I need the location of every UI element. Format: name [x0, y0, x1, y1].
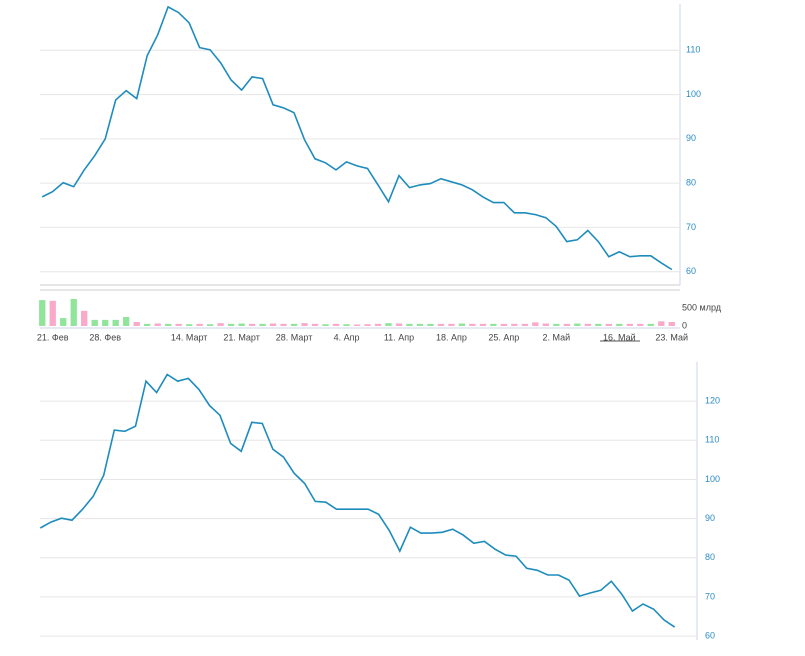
volume-bar	[458, 323, 466, 326]
y-tick-label: 500 млрд	[682, 302, 722, 312]
volume-bar	[301, 323, 308, 326]
volume-bar	[511, 323, 518, 326]
volume-bar	[49, 300, 56, 326]
volume-bar	[469, 323, 476, 326]
volume-bar	[39, 300, 46, 326]
volume-bar	[175, 323, 182, 326]
volume-bar	[322, 324, 329, 326]
volume-bar	[311, 323, 319, 326]
y-tick-label: 100	[686, 89, 701, 99]
volume-bar	[500, 323, 508, 326]
volume-bar	[248, 323, 256, 326]
x-tick-label: 11. Апр	[384, 332, 414, 342]
volume-bar	[280, 323, 287, 326]
volume-bar	[437, 323, 445, 326]
x-tick-label: 25. Апр	[488, 332, 519, 342]
y-tick-label: 110	[686, 45, 700, 55]
volume-bar	[521, 323, 529, 326]
volume-bar	[637, 323, 644, 326]
x-tick-label: 16. Май	[603, 332, 636, 342]
volume-bar	[574, 323, 581, 326]
volume-bar	[196, 323, 203, 326]
volume-bar	[332, 323, 340, 326]
volume-bar	[647, 323, 654, 326]
volume-bar	[385, 323, 392, 326]
volume-bar	[605, 323, 612, 326]
volume-bar	[374, 323, 382, 326]
volume-bar	[553, 323, 560, 326]
volume-bar	[490, 323, 497, 326]
volume-bar	[427, 323, 434, 326]
y-tick-label: 90	[705, 513, 715, 523]
volume-bar	[217, 323, 224, 326]
y-tick-label: 60	[686, 266, 696, 276]
price-line	[41, 5, 673, 271]
volume-bar	[144, 323, 151, 326]
volume-bar	[123, 317, 130, 326]
x-tick-label: 28. Март	[276, 332, 313, 342]
x-tick-label: 4. Апр	[334, 332, 360, 342]
volume-bar	[479, 323, 487, 326]
volume-bar	[532, 322, 539, 326]
y-tick-label: 100	[705, 474, 720, 484]
volume-bar	[259, 323, 266, 326]
y-tick-label: 120	[705, 396, 720, 406]
x-tick-label: 21. Фев	[37, 332, 69, 342]
volume-bar	[154, 323, 161, 326]
volume-bar	[353, 324, 361, 326]
volume-bar	[102, 319, 109, 326]
volume-bar	[364, 324, 371, 326]
volume-bar	[81, 310, 88, 326]
y-tick-label: 60	[705, 630, 715, 640]
volume-bar	[238, 323, 245, 326]
x-tick-label: 23. Май	[655, 332, 688, 342]
volume-bar	[416, 323, 424, 326]
volume-bar	[133, 322, 140, 326]
x-tick-label: 18. Апр	[436, 332, 467, 342]
volume-bar	[595, 323, 602, 326]
volume-bar	[658, 321, 665, 326]
volume-bar	[290, 323, 298, 326]
volume-bar	[112, 319, 119, 326]
volume-bar	[406, 323, 413, 326]
y-tick-label: 70	[705, 591, 715, 601]
volume-bar	[206, 324, 214, 326]
volume-bar	[269, 323, 277, 326]
x-tick-label: 21. Март	[223, 332, 260, 342]
x-tick-label: 2. Май	[543, 332, 571, 342]
volume-bar	[395, 323, 403, 326]
volume-bar	[70, 299, 77, 326]
volume-bar	[584, 323, 591, 326]
volume-bar	[91, 319, 98, 326]
x-tick-label: 14. Март	[171, 332, 208, 342]
y-tick-label: 80	[686, 178, 696, 188]
volume-bar	[542, 323, 549, 326]
volume-bar	[626, 323, 633, 326]
volume-bar	[165, 323, 172, 326]
y-tick-label: 90	[686, 133, 696, 143]
y-tick-label: 70	[686, 222, 696, 232]
volume-bar	[60, 318, 67, 326]
volume-bar	[448, 323, 455, 326]
y-tick-label: 110	[705, 435, 719, 445]
price-line	[39, 373, 676, 628]
volume-bar	[668, 322, 675, 326]
volume-bar	[343, 324, 350, 326]
volume-bar	[563, 323, 570, 326]
volume-bar	[227, 323, 235, 326]
y-tick-label: 80	[705, 552, 715, 562]
volume-bar	[185, 324, 193, 326]
volume-bar	[616, 323, 623, 326]
y-tick-label: 0	[682, 320, 687, 330]
x-tick-label: 28. Фев	[89, 332, 121, 342]
